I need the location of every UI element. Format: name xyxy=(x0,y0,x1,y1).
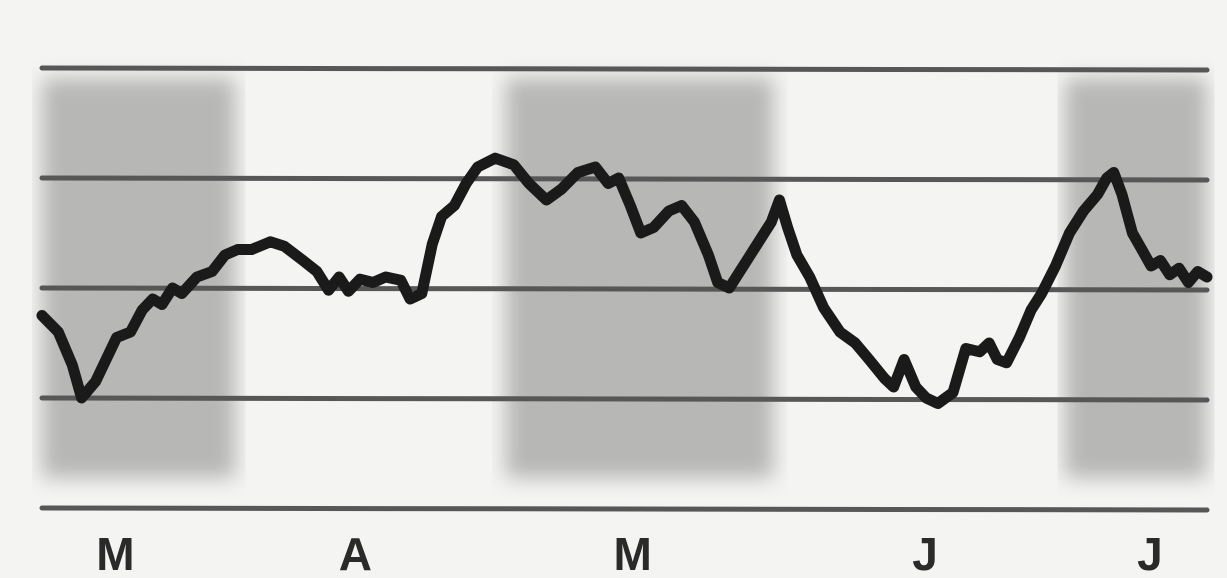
x-tick-label-2: A xyxy=(339,528,372,578)
x-tick-label-1: M xyxy=(96,528,134,578)
shaded-band-2 xyxy=(505,78,774,478)
x-tick-label-4: J xyxy=(912,528,938,578)
gridline-1 xyxy=(39,505,1210,513)
gridline-2 xyxy=(39,395,1210,403)
x-tick-label-5: J xyxy=(1137,528,1163,578)
x-tick-label-3: M xyxy=(613,528,651,578)
shaded-bands xyxy=(42,78,1207,478)
series-line-1 xyxy=(36,152,1213,409)
gridline-5 xyxy=(39,65,1210,73)
series xyxy=(36,152,1213,409)
gridline-3 xyxy=(39,285,1210,293)
